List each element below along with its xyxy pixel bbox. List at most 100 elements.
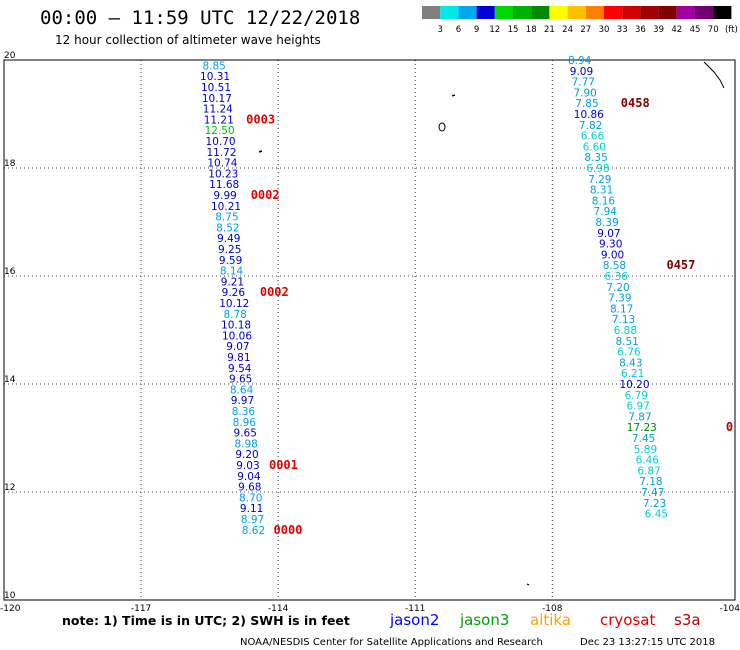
wave-height-value: 10.86 <box>574 109 604 121</box>
wave-height-value: 9.11 <box>240 503 263 515</box>
wave-height-value: 8.16 <box>592 195 616 207</box>
pass-time-label: 0002 <box>251 188 280 202</box>
wave-height-value: 10.18 <box>221 320 251 332</box>
y-tick-label: 18 <box>4 159 16 169</box>
wave-height-value: 6.60 <box>583 141 606 153</box>
time-labels: 0003 0002 0002 0001 0000 0458 0457 0 <box>246 96 733 537</box>
wave-height-value: 6.45 <box>645 509 668 521</box>
wave-height-value: 7.45 <box>632 433 655 445</box>
y-tick-label: 14 <box>4 375 16 385</box>
wave-height-value: 8.51 <box>615 336 638 348</box>
wave-height-value: 8.31 <box>590 185 613 197</box>
x-tick-label: -117 <box>131 604 151 614</box>
wave-height-value: 9.97 <box>231 395 254 407</box>
wave-height-value: 6.98 <box>586 163 609 175</box>
color-scale-swatch <box>658 6 677 19</box>
color-scale-swatch <box>604 6 623 19</box>
wave-height-value: 7.90 <box>573 87 596 99</box>
wave-height-value: 10.06 <box>222 330 252 342</box>
color-scale-label: 6 <box>456 25 461 35</box>
coastline-fragments <box>258 61 725 586</box>
wave-height-value: 7.39 <box>608 293 631 305</box>
pass-time-label: 0457 <box>666 258 695 272</box>
color-scale-swatch <box>676 6 695 19</box>
color-scale-label: 21 <box>544 25 555 35</box>
wave-height-value: 10.23 <box>208 168 238 180</box>
wave-height-value: 8.94 <box>568 55 592 67</box>
color-scale-swatch <box>531 6 550 19</box>
wave-height-value: 7.77 <box>572 77 595 89</box>
wave-height-value: 8.43 <box>619 357 642 369</box>
wave-height-value: 8.39 <box>595 217 618 229</box>
satellite-legend-entry: altika <box>530 611 571 629</box>
color-scale-label: 70 <box>708 25 719 35</box>
wave-height-value: 8.52 <box>216 222 239 234</box>
color-scale-swatch <box>422 6 441 19</box>
units-note: note: 1) Time is in UTC; 2) SWH is in fe… <box>62 613 350 628</box>
wave-height-value: 7.47 <box>641 487 664 499</box>
wave-height-value: 8.85 <box>202 60 225 72</box>
chart-subtitle: 12 hour collection of altimeter wave hei… <box>55 33 321 47</box>
plot-frame <box>3 59 736 601</box>
wave-height-value: 6.46 <box>636 455 660 467</box>
wave-height-value: 9.09 <box>570 66 593 78</box>
wave-height-value: 9.30 <box>599 239 622 251</box>
color-scale-swatch <box>622 6 641 19</box>
satellite-legend-entry: jason3 <box>459 611 509 629</box>
wave-height-value: 6.97 <box>626 401 649 413</box>
color-scale-label: 45 <box>690 25 701 35</box>
wave-height-value: 6.76 <box>617 347 641 359</box>
color-scale-label: 24 <box>562 25 573 35</box>
wave-height-value: 9.03 <box>236 460 259 472</box>
wave-height-value: 11.24 <box>203 104 233 116</box>
footer-credit: NOAA/NESDIS Center for Satellite Applica… <box>240 637 543 648</box>
color-scale-swatch <box>549 6 568 19</box>
wave-height-value: 10.74 <box>207 158 237 170</box>
wave-height-value: 9.26 <box>222 287 246 299</box>
satellite-legend-entry: jason2 <box>389 611 439 629</box>
x-tick-label: -114 <box>268 604 289 614</box>
satellite-legend-entry: s3a <box>674 611 701 629</box>
y-tick-label: 16 <box>4 267 16 277</box>
wave-height-value: 8.70 <box>239 492 262 504</box>
wave-height-value: 7.94 <box>594 206 618 218</box>
wave-height-value: 8.75 <box>215 212 238 224</box>
wave-height-value: 9.99 <box>213 190 236 202</box>
color-scale-label: 30 <box>599 25 610 35</box>
wave-height-value: 9.54 <box>228 363 252 375</box>
wave-height-value: 8.62 <box>242 525 265 537</box>
pass-time-label: 0458 <box>621 96 650 110</box>
wave-height-value: 6.79 <box>625 390 648 402</box>
pass-time-label: 0 <box>726 420 733 434</box>
color-scale-label: 36 <box>635 25 646 35</box>
color-scale-label: 12 <box>489 25 500 35</box>
wave-height-value: 9.59 <box>219 255 242 267</box>
wave-height-value: 8.14 <box>220 266 244 278</box>
color-scale-label: 9 <box>474 25 479 35</box>
color-scale-swatch <box>440 6 459 19</box>
wave-height-value: 8.58 <box>603 260 626 272</box>
wave-height-value: 7.20 <box>606 282 629 294</box>
wave-height-value: 12.50 <box>205 125 235 137</box>
pass-time-label: 0000 <box>274 523 303 537</box>
wave-height-value: 9.25 <box>218 244 241 256</box>
wave-height-value: 9.65 <box>229 374 252 386</box>
wave-height-value: 7.85 <box>575 98 598 110</box>
color-scale-label: 42 <box>671 25 682 35</box>
wave-height-value: 7.23 <box>643 498 666 510</box>
color-scale-legend: 3 6 9 12 15 18 21 24 27 30 33 36 39 42 45 70 (ft) <box>422 6 738 35</box>
wave-height-value: 7.29 <box>588 174 611 186</box>
wave-height-value: 7.87 <box>628 411 651 423</box>
color-scale-swatch <box>513 6 532 19</box>
y-tick-label: 20 <box>4 51 16 61</box>
footer-timestamp: Dec 23 13:27:15 UTC 2018 <box>580 637 715 648</box>
wave-height-value: 8.98 <box>234 438 257 450</box>
color-scale-swatch <box>713 6 732 19</box>
wave-height-value: 7.82 <box>579 120 602 132</box>
x-tick-label: -120 <box>0 604 21 614</box>
axis-tick-labels: -120 -117 -114 -111 -108 -104 20 18 16 14 12 10 <box>0 51 740 614</box>
color-scale-label: 18 <box>526 25 537 35</box>
wave-height-value: 9.04 <box>237 471 261 483</box>
color-scale-swatch <box>640 6 659 19</box>
wave-height-value: 8.36 <box>232 406 256 418</box>
